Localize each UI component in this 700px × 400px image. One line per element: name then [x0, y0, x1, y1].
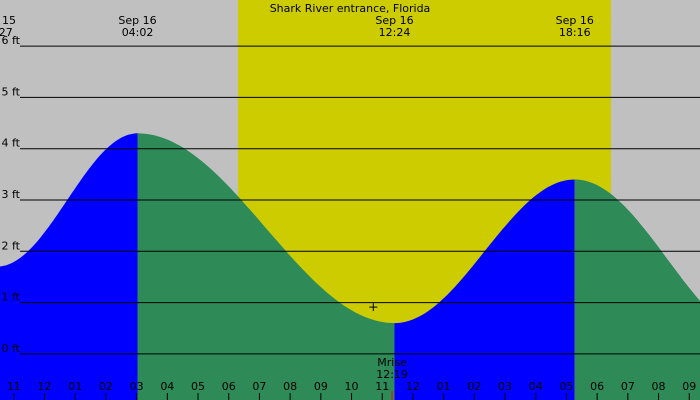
- x-tick-label: 03: [130, 380, 144, 393]
- x-tick-label: 06: [590, 380, 604, 393]
- tide-event-time: 12:24: [379, 26, 411, 39]
- y-tick-label: 6 ft: [2, 34, 21, 47]
- x-tick-label: 09: [314, 380, 328, 393]
- x-tick-label: 01: [68, 380, 82, 393]
- x-tick-label: 08: [283, 380, 297, 393]
- x-tick-label: 12: [406, 380, 420, 393]
- x-axis-labels: 11 12 01 02 03 04 05 06 07 08 09 10 11 12 01 02 03 04 05 06…: [7, 380, 696, 393]
- tide-event-time: 04:02: [122, 26, 154, 39]
- x-tick-label: 02: [99, 380, 113, 393]
- moonrise-label: Mrise: [377, 356, 407, 369]
- x-tick-label: 08: [652, 380, 666, 393]
- tide-event-date: Sep 16: [556, 14, 594, 27]
- falling-tide-segment: [574, 179, 700, 400]
- x-tick-label: 07: [252, 380, 266, 393]
- x-tick-label: 07: [621, 380, 635, 393]
- x-tick-label: 12: [38, 380, 52, 393]
- x-tick-label: 10: [345, 380, 359, 393]
- y-tick-label: 2 ft: [2, 239, 21, 252]
- rising-tide-segment: [394, 179, 575, 400]
- x-tick-label: 02: [467, 380, 481, 393]
- tide-event-date: Sep 15: [0, 14, 16, 27]
- x-tick-label: 09: [682, 380, 696, 393]
- tide-event-time: 23:27: [0, 26, 13, 39]
- y-tick-label: 5 ft: [2, 85, 21, 98]
- y-tick-label: 0 ft: [2, 342, 21, 355]
- x-tick-label: 04: [160, 380, 174, 393]
- y-axis-labels: 6 ft 5 ft 4 ft 3 ft 2 ft 1 ft 0 ft: [2, 34, 21, 355]
- x-tick-label: 05: [559, 380, 573, 393]
- x-tick-label: 11: [375, 380, 389, 393]
- x-axis-ticks: [13, 393, 690, 400]
- moonrise-time: 12:19: [376, 368, 408, 381]
- chart-title: Shark River entrance, Florida: [270, 2, 431, 15]
- x-tick-label: 01: [437, 380, 451, 393]
- y-tick-label: 1 ft: [2, 291, 21, 304]
- x-tick-label: 06: [222, 380, 236, 393]
- tide-event-time: 18:16: [559, 26, 591, 39]
- x-tick-label: 04: [529, 380, 543, 393]
- x-tick-label: 11: [7, 380, 21, 393]
- y-tick-label: 3 ft: [2, 188, 21, 201]
- tide-event-date: Sep 16: [118, 14, 156, 27]
- grid-lines: [20, 45, 700, 355]
- y-tick-label: 4 ft: [2, 137, 21, 150]
- x-tick-label: 03: [498, 380, 512, 393]
- tide-event-date: Sep 16: [375, 14, 413, 27]
- x-tick-label: 05: [191, 380, 205, 393]
